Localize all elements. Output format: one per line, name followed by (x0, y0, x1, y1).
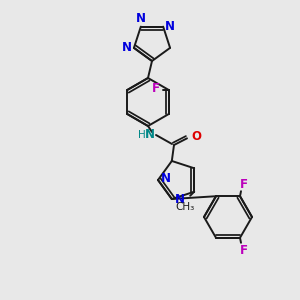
Text: N: N (122, 41, 132, 54)
Text: F: F (240, 178, 248, 191)
Text: F: F (240, 244, 248, 257)
Text: N: N (165, 20, 175, 33)
Text: CH₃: CH₃ (176, 202, 195, 212)
Text: O: O (191, 130, 201, 143)
Text: N: N (136, 12, 146, 25)
Text: F: F (152, 82, 160, 95)
Text: H: H (138, 130, 146, 140)
Text: N: N (175, 193, 185, 206)
Text: N: N (145, 128, 155, 142)
Text: N: N (161, 172, 171, 185)
